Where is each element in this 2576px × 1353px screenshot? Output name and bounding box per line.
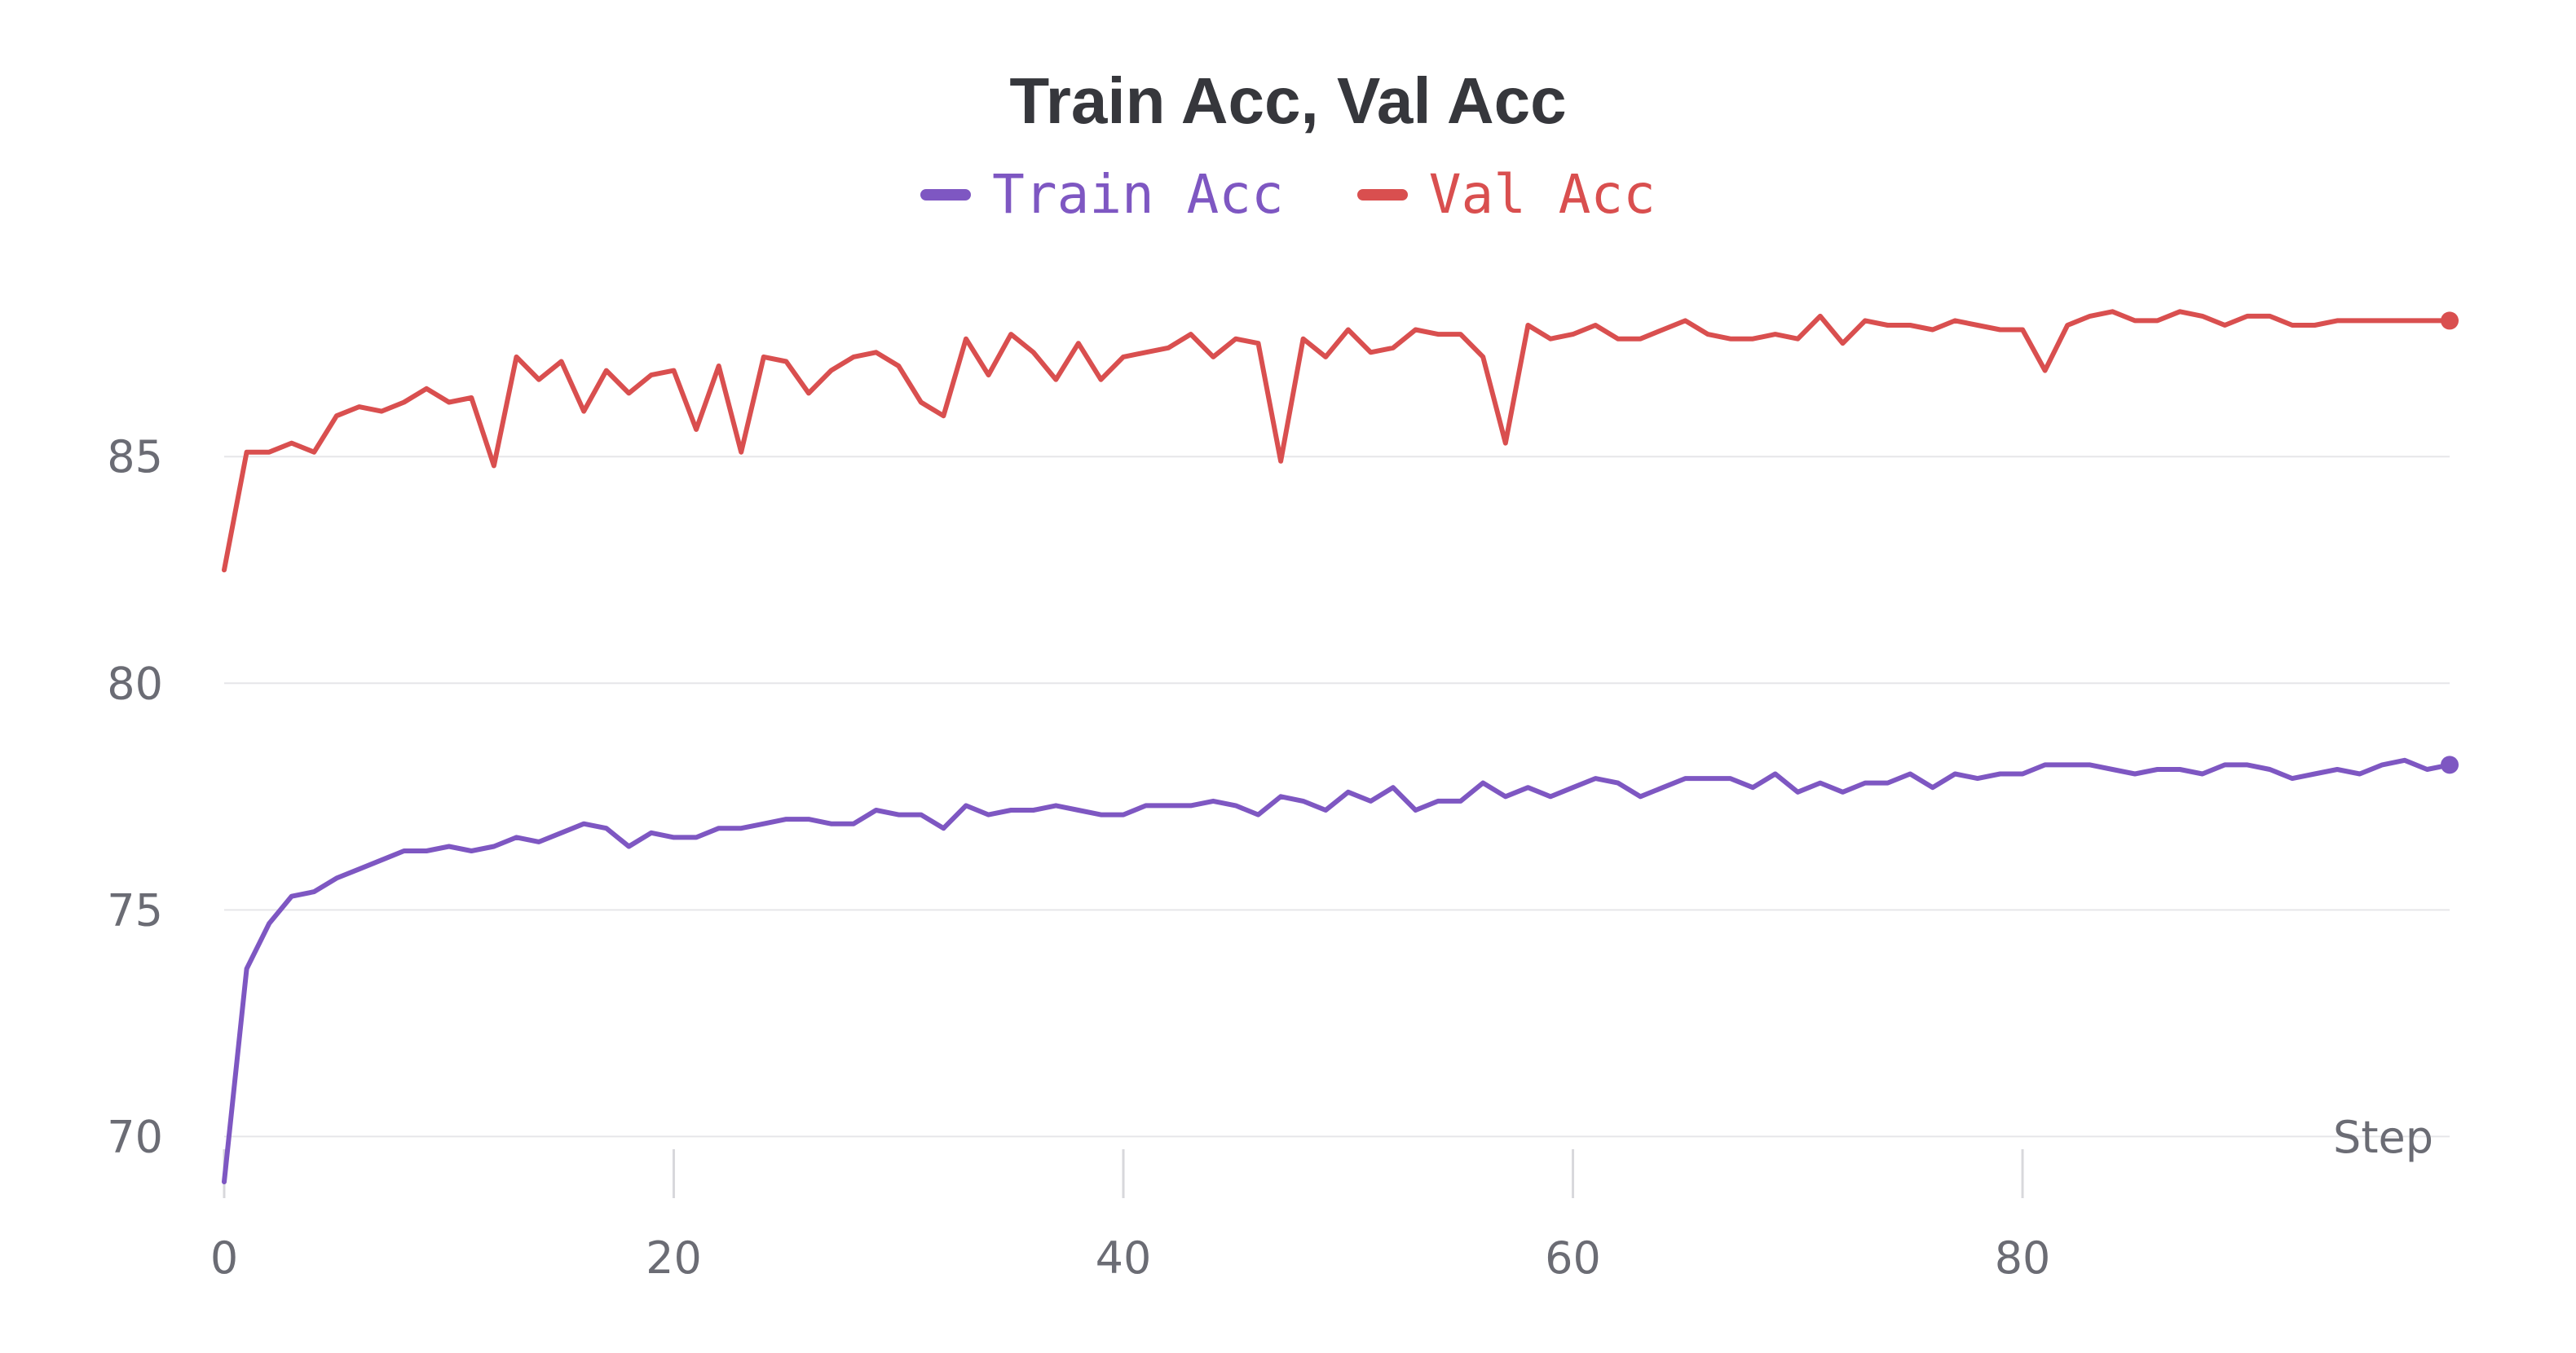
series-line-train-acc (222, 757, 2452, 1184)
legend-swatch-train-acc (920, 188, 972, 201)
legend-swatch-val-acc (1356, 188, 1408, 201)
x-tick-label-60: 60 (1545, 1232, 1601, 1284)
chart-title: Train Acc, Val Acc (1009, 64, 1567, 137)
y-tick-label-85: 85 (107, 431, 163, 483)
x-tick-label-40: 40 (1096, 1232, 1152, 1284)
legend-label-train-acc: Train Acc (992, 163, 1284, 226)
x-axis-label: Step (2333, 1112, 2433, 1163)
x-tick-label-80: 80 (1995, 1232, 2051, 1284)
x-tick-label-0: 0 (210, 1232, 238, 1284)
y-tick-label-80: 80 (107, 658, 163, 709)
legend-item-val-acc[interactable]: Val Acc (1356, 163, 1656, 226)
legend-item-train-acc[interactable]: Train Acc (920, 163, 1284, 226)
y-tick-label-70: 70 (107, 1111, 163, 1162)
series-end-point-train-acc (2441, 756, 2459, 774)
x-tick-label-20: 20 (646, 1232, 702, 1284)
y-tick-label-75: 75 (107, 884, 163, 936)
legend-label-val-acc: Val Acc (1428, 163, 1656, 226)
legend: Train Acc Val Acc (0, 163, 2576, 226)
series-line-val-acc (222, 309, 2452, 573)
series-end-point-val-acc (2441, 311, 2459, 330)
